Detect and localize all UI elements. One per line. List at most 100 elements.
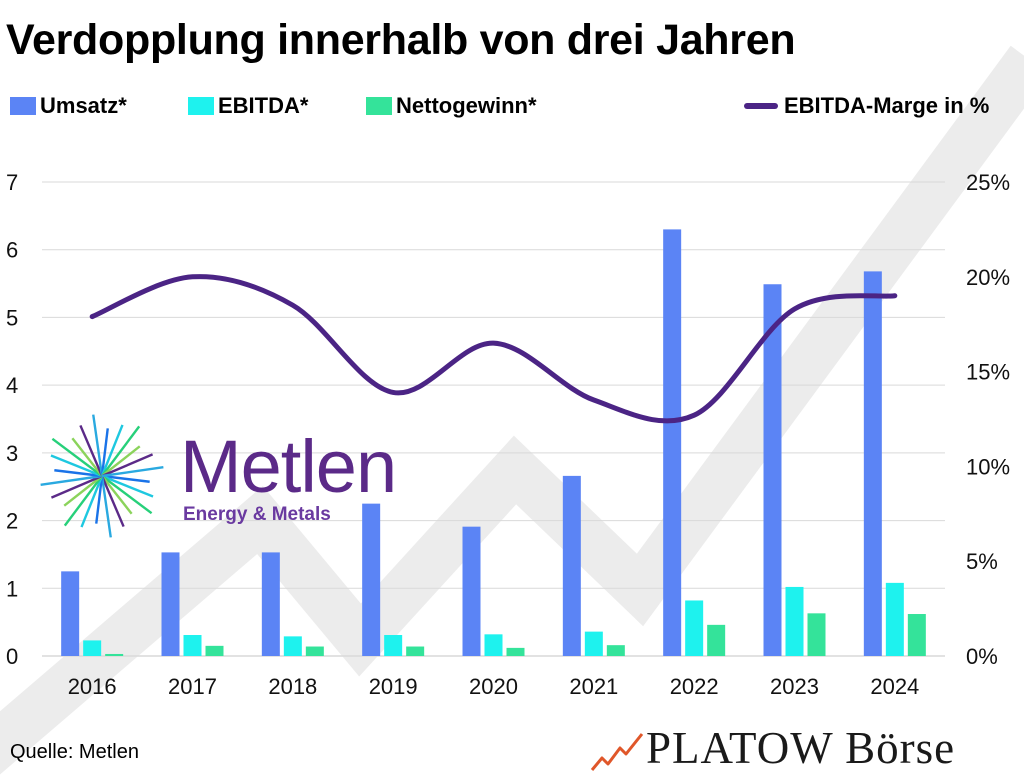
platow-brand-text: PLATOW Börse [646, 723, 956, 773]
metlen-logo: Metlen Energy & Metals [40, 412, 440, 542]
y-tick-label: 3 [6, 441, 18, 466]
y2-tick-label: 0% [966, 644, 998, 669]
x-axis: 2016 2017 2018 2019 2020 2021 2022 2023 2024 [68, 674, 920, 699]
legend-label-marge: EBITDA-Marge in % [784, 93, 990, 118]
starburst-ray [71, 437, 103, 477]
bar-umsatz [261, 552, 280, 656]
metlen-starburst-icon [40, 414, 164, 538]
y-axis-right: 0% 5% 10% 15% 20% 25% [966, 170, 1010, 669]
bar-umsatz [663, 229, 682, 656]
bar-ebitda [584, 631, 603, 656]
x-tick-label: 2018 [268, 674, 317, 699]
legend-label-netto: Nettogewinn* [396, 93, 537, 118]
starburst-ray [80, 475, 104, 528]
bar-nettogewinn [606, 645, 625, 656]
y-tick-label: 4 [6, 373, 18, 398]
bar-nettogewinn [406, 646, 425, 656]
bar-umsatz [763, 284, 782, 656]
starburst-ray [101, 466, 164, 478]
bar-ebitda [785, 586, 804, 656]
margin-line [89, 274, 898, 424]
starburst-ray [50, 474, 103, 499]
y-tick-label: 0 [6, 644, 18, 669]
bar-umsatz [161, 552, 180, 656]
starburst-ray [50, 454, 103, 478]
legend-umsatz: Umsatz* [10, 92, 127, 120]
bar-umsatz [362, 503, 381, 656]
y2-tick-label: 20% [966, 265, 1010, 290]
starburst-ray [100, 475, 125, 528]
y-tick-label: 7 [6, 170, 18, 195]
bar-ebitda [183, 635, 202, 656]
chart-title: Verdopplung innerhalb von drei Jahren [6, 16, 796, 64]
x-tick-label: 2016 [68, 674, 117, 699]
bar-ebitda [885, 582, 904, 656]
legend-swatch-ebitda [188, 97, 214, 115]
bar-umsatz [462, 526, 481, 656]
watermark-arrow [0, 45, 1024, 775]
x-tick-label: 2017 [168, 674, 217, 699]
x-tick-label: 2019 [369, 674, 418, 699]
bar-nettogewinn [907, 614, 926, 656]
legend-swatch-netto [366, 97, 392, 115]
starburst-ray [100, 428, 109, 477]
watermark-arrow-path [0, 45, 1024, 775]
starburst-ray [95, 475, 104, 524]
bar-nettogewinn [506, 647, 525, 656]
bar-umsatz [863, 271, 882, 656]
legend-label-ebitda: EBITDA* [218, 93, 309, 118]
y-tick-label: 5 [6, 305, 18, 330]
bar-ebitda [283, 636, 302, 656]
x-tick-label: 2024 [870, 674, 919, 699]
starburst-ray [92, 414, 104, 477]
starburst-ray [101, 474, 154, 498]
y-tick-label: 2 [6, 509, 18, 534]
x-tick-label: 2021 [569, 674, 618, 699]
starburst-ray [101, 474, 150, 483]
starburst-ray [101, 453, 154, 478]
legend-ebitda: EBITDA* [188, 92, 308, 120]
starburst-ray [63, 475, 103, 527]
starburst-ray [100, 424, 124, 477]
y-tick-label: 1 [6, 576, 18, 601]
legend-netto: Nettogewinn* [366, 92, 537, 120]
legend-marge: EBITDA-Marge in % [744, 92, 989, 120]
x-tick-label: 2020 [469, 674, 518, 699]
source-note: Quelle: Metlen [10, 741, 139, 763]
bar-series [61, 229, 926, 656]
starburst-ray [101, 445, 141, 477]
rising-trend-icon [590, 733, 644, 771]
bar-umsatz [61, 571, 80, 656]
bar-nettogewinn [105, 653, 124, 656]
bar-umsatz [562, 475, 581, 656]
legend-swatch-marge [744, 103, 778, 109]
metlen-logo-subtitle: Energy & Metals [183, 504, 331, 525]
y-axis-left: 0 1 2 3 4 5 6 7 [6, 170, 18, 669]
bar-nettogewinn [305, 646, 324, 656]
bar-nettogewinn [807, 613, 826, 656]
y-tick-label: 6 [6, 238, 18, 263]
starburst-ray [100, 475, 112, 538]
bar-nettogewinn [205, 645, 224, 656]
y2-tick-label: 10% [966, 454, 1010, 479]
bar-nettogewinn [707, 624, 726, 656]
x-tick-label: 2022 [670, 674, 719, 699]
y2-tick-label: 25% [966, 170, 1010, 195]
starburst-ray [54, 469, 103, 478]
platow-brand: PLATOW Börse [590, 722, 955, 774]
starburst-ray [40, 474, 103, 486]
starburst-ray [51, 437, 103, 477]
starburst-ray [101, 475, 153, 515]
bar-ebitda [384, 635, 403, 656]
bar-ebitda [685, 600, 704, 656]
y2-tick-label: 15% [966, 360, 1010, 385]
bar-ebitda [83, 640, 102, 656]
starburst-ray [101, 475, 133, 515]
starburst-ray [79, 424, 104, 477]
starburst-ray [101, 425, 141, 477]
metlen-logo-name: Metlen [180, 425, 397, 508]
x-tick-label: 2023 [770, 674, 819, 699]
starburst-ray [63, 475, 103, 507]
bar-ebitda [484, 634, 503, 656]
